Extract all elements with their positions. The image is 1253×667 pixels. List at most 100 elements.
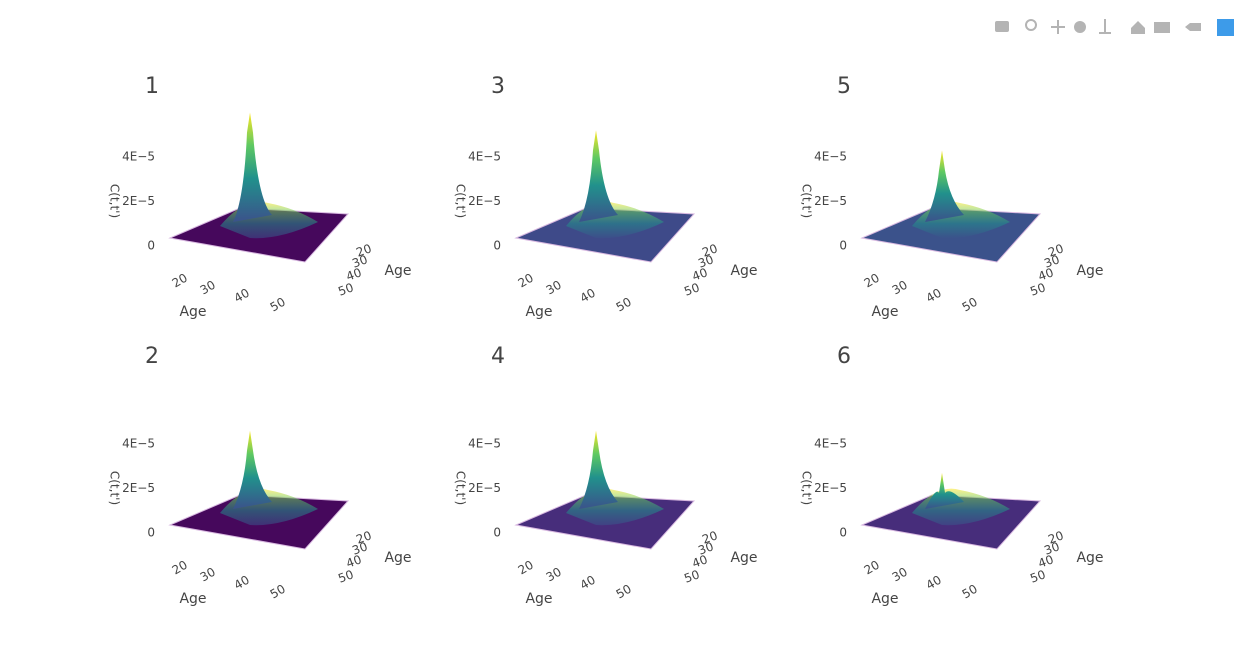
surface-peak xyxy=(233,430,272,509)
y-tick-label: 50 xyxy=(682,567,701,585)
y-axis-title: Age xyxy=(1076,263,1103,279)
camera-save-icon[interactable] xyxy=(1154,22,1170,33)
x-tick-label: 20 xyxy=(516,271,536,291)
x-tick-label: 50 xyxy=(960,295,980,315)
y-axis-title: Age xyxy=(730,263,757,279)
x-axis-title: Age xyxy=(179,304,206,320)
x-tick-label: 20 xyxy=(170,271,190,291)
x-tick-label: 30 xyxy=(198,278,218,298)
plotly-logo[interactable] xyxy=(1217,19,1234,36)
subplot-title: 3 xyxy=(491,74,505,99)
subplot-title: 2 xyxy=(145,344,159,369)
surface-peak xyxy=(925,472,964,509)
x-tick-label: 40 xyxy=(924,286,944,306)
z-tick-label: 2E−5 xyxy=(468,194,501,208)
x-tick-label: 40 xyxy=(232,573,252,593)
x-tick-label: 20 xyxy=(862,271,882,291)
x-tick-label: 30 xyxy=(544,565,564,585)
x-tick-label: 30 xyxy=(890,565,910,585)
x-tick-label: 50 xyxy=(614,295,634,315)
x-tick-label: 40 xyxy=(578,573,598,593)
y-tick-label: 30 xyxy=(1042,252,1061,270)
z-axis-title: C(t,t') xyxy=(800,184,814,218)
y-tick-label: 40 xyxy=(344,552,363,570)
subplot-title: 5 xyxy=(837,74,851,99)
y-tick-label: 40 xyxy=(1036,552,1055,570)
z-tick-label: 2E−5 xyxy=(468,481,501,495)
y-tick-label: 50 xyxy=(336,280,355,298)
surface-peak xyxy=(925,150,964,222)
z-tick-label: 4E−5 xyxy=(122,437,155,451)
x-tick-label: 30 xyxy=(544,278,564,298)
subplot-title: 6 xyxy=(837,344,851,369)
camera-icon[interactable] xyxy=(995,21,1009,32)
x-tick-label: 50 xyxy=(268,582,288,602)
z-tick-label: 0 xyxy=(493,239,501,253)
y-tick-label: 50 xyxy=(1028,280,1047,298)
x-tick-label: 30 xyxy=(198,565,218,585)
turntable-icon[interactable] xyxy=(1099,19,1111,34)
surface-peak xyxy=(579,430,618,509)
y-tick-label: 40 xyxy=(690,552,709,570)
z-axis-title: C(t,t') xyxy=(108,184,122,218)
z-tick-label: 0 xyxy=(839,526,847,540)
home-icon[interactable] xyxy=(1131,21,1145,34)
x-tick-label: 40 xyxy=(578,286,598,306)
z-tick-label: 0 xyxy=(147,239,155,253)
y-tick-label: 20 xyxy=(700,241,719,259)
x-tick-label: 20 xyxy=(170,558,190,578)
x-axis-title: Age xyxy=(525,591,552,607)
z-axis-title: C(t,t') xyxy=(454,471,468,505)
modebar xyxy=(995,19,1234,36)
y-tick-label: 20 xyxy=(1046,528,1065,546)
z-tick-label: 2E−5 xyxy=(814,194,847,208)
x-axis-title: Age xyxy=(871,591,898,607)
x-axis-title: Age xyxy=(179,591,206,607)
x-tick-label: 40 xyxy=(924,573,944,593)
z-tick-label: 4E−5 xyxy=(468,437,501,451)
x-tick-label: 40 xyxy=(232,286,252,306)
x-axis-title: Age xyxy=(525,304,552,320)
x-tick-label: 20 xyxy=(516,558,536,578)
subplot-title: 1 xyxy=(145,74,159,99)
y-axis-title: Age xyxy=(384,263,411,279)
z-axis-title: C(t,t') xyxy=(108,471,122,505)
pan-icon[interactable] xyxy=(1051,20,1065,34)
x-axis-title: Age xyxy=(871,304,898,320)
z-tick-label: 4E−5 xyxy=(122,150,155,164)
y-tick-label: 40 xyxy=(344,265,363,283)
z-axis-title: C(t,t') xyxy=(454,184,468,218)
x-tick-label: 20 xyxy=(862,558,882,578)
z-tick-label: 4E−5 xyxy=(468,150,501,164)
x-tick-label: 50 xyxy=(268,295,288,315)
x-tick-label: 30 xyxy=(890,278,910,298)
y-tick-label: 40 xyxy=(1036,265,1055,283)
y-tick-label: 30 xyxy=(350,539,369,557)
x-tick-label: 50 xyxy=(614,582,634,602)
z-tick-label: 4E−5 xyxy=(814,437,847,451)
y-axis-title: Age xyxy=(384,550,411,566)
orbit-icon[interactable] xyxy=(1074,21,1086,33)
z-tick-label: 2E−5 xyxy=(122,481,155,495)
y-tick-label: 50 xyxy=(682,280,701,298)
y-tick-label: 20 xyxy=(354,528,373,546)
hover-icon[interactable] xyxy=(1185,23,1201,31)
y-tick-label: 30 xyxy=(696,539,715,557)
subplot-title: 4 xyxy=(491,344,505,369)
z-tick-label: 0 xyxy=(839,239,847,253)
y-tick-label: 50 xyxy=(336,567,355,585)
y-tick-label: 20 xyxy=(700,528,719,546)
y-tick-label: 30 xyxy=(350,252,369,270)
z-tick-label: 0 xyxy=(147,526,155,540)
z-tick-label: 2E−5 xyxy=(122,194,155,208)
zoom-icon[interactable] xyxy=(1025,19,1037,31)
y-tick-label: 20 xyxy=(1046,241,1065,259)
z-tick-label: 2E−5 xyxy=(814,481,847,495)
surface-peak xyxy=(579,130,618,222)
